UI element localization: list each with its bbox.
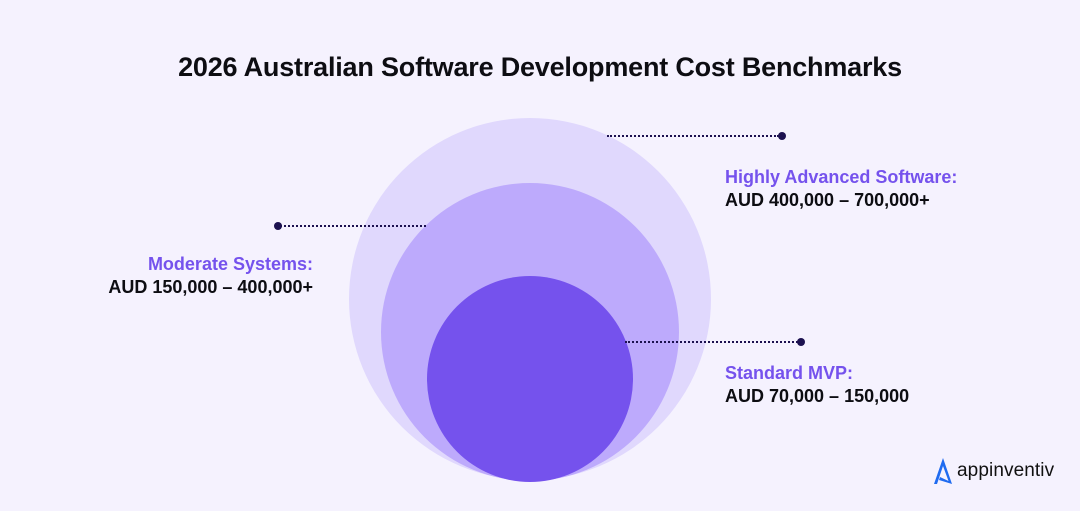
connector-highly-advanced: [607, 135, 779, 137]
label-standard-mvp: Standard MVP: AUD 70,000 – 150,000: [725, 362, 909, 408]
connector-dot-icon: [274, 222, 282, 230]
brand-name: appinventiv: [957, 460, 1055, 481]
circle-standard-mvp: [427, 276, 633, 482]
tier-range: AUD 70,000 – 150,000: [725, 386, 910, 406]
tier-category: Standard MVP:: [725, 363, 854, 383]
tier-range: AUD 150,000 – 400,000+: [108, 277, 313, 297]
connector-standard-mvp: [625, 341, 798, 343]
tier-category: Moderate Systems:: [147, 254, 313, 274]
page-title: 2026 Australian Software Development Cos…: [178, 52, 902, 82]
tier-category: Highly Advanced Software:: [725, 167, 958, 187]
appinventiv-a-icon: [934, 458, 952, 484]
label-highly-advanced: Highly Advanced Software: AUD 400,000 – …: [725, 166, 957, 212]
tier-range: AUD 400,000 – 700,000+: [725, 190, 930, 210]
connector-moderate: [280, 225, 426, 227]
connector-dot-icon: [778, 132, 786, 140]
brand-logo: appinventiv: [933, 457, 1054, 485]
label-moderate: Moderate Systems: AUD 150,000 – 400,000+: [108, 253, 313, 299]
connector-dot-icon: [797, 338, 805, 346]
